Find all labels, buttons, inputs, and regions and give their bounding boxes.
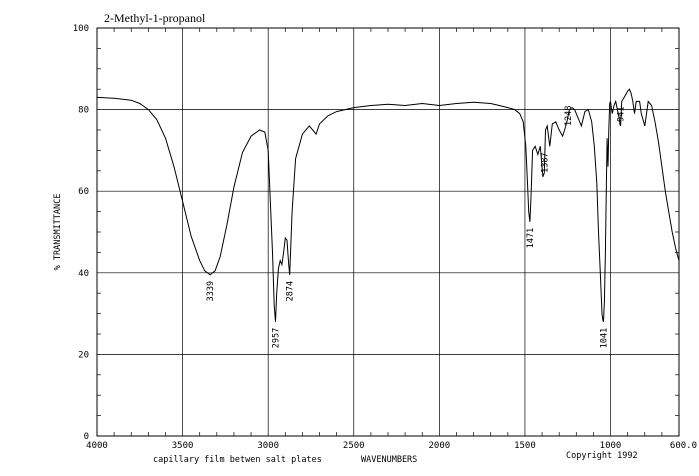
axis-ticks <box>97 28 679 436</box>
y-axis-label: % TRANSMITTANCE <box>53 194 63 271</box>
peak-label: 1041 <box>600 328 610 348</box>
x-tick-labels: 4000 3500 3000 2500 2000 1500 1000 600.0 <box>86 441 697 451</box>
peak-label: 3339 <box>206 281 216 301</box>
x-tick-label: 600.0 <box>670 441 697 451</box>
y-tick-label: 40 <box>78 269 89 279</box>
peak-label: 1471 <box>526 228 536 248</box>
chart-title: 2-Methyl-1-propanol <box>104 11 206 25</box>
x-tick-label: 1000 <box>600 441 622 451</box>
footer-left-note: capillary film betwen salt plates <box>153 455 322 465</box>
x-tick-label: 3500 <box>172 441 194 451</box>
spectrum-line <box>96 88 680 322</box>
peak-labels: 3339 2957 2874 1471 1387 1248 1041 941 <box>206 106 626 349</box>
y-tick-label: 100 <box>73 24 89 34</box>
y-tick-label: 20 <box>78 350 89 360</box>
peak-label: 2957 <box>272 328 282 348</box>
y-tick-label: 60 <box>78 187 89 197</box>
x-tick-label: 4000 <box>86 441 108 451</box>
x-tick-label: 2500 <box>343 441 365 451</box>
x-tick-label: 1500 <box>514 441 536 451</box>
peak-label: 1248 <box>564 106 574 126</box>
y-tick-labels: 0 20 40 60 80 100 <box>73 24 89 442</box>
peak-label: 941 <box>617 107 627 122</box>
y-tick-label: 0 <box>84 432 89 442</box>
x-tick-label: 2000 <box>429 441 451 451</box>
peak-label: 1387 <box>540 152 550 172</box>
y-tick-label: 80 <box>78 106 89 116</box>
x-axis-label: WAVENUMBERS <box>361 455 417 465</box>
plot-frame <box>96 27 680 437</box>
x-tick-label: 3000 <box>257 441 279 451</box>
peak-label: 2874 <box>286 281 296 301</box>
grid-lines <box>97 28 679 436</box>
footer-copyright: Copyright 1992 <box>566 451 638 461</box>
